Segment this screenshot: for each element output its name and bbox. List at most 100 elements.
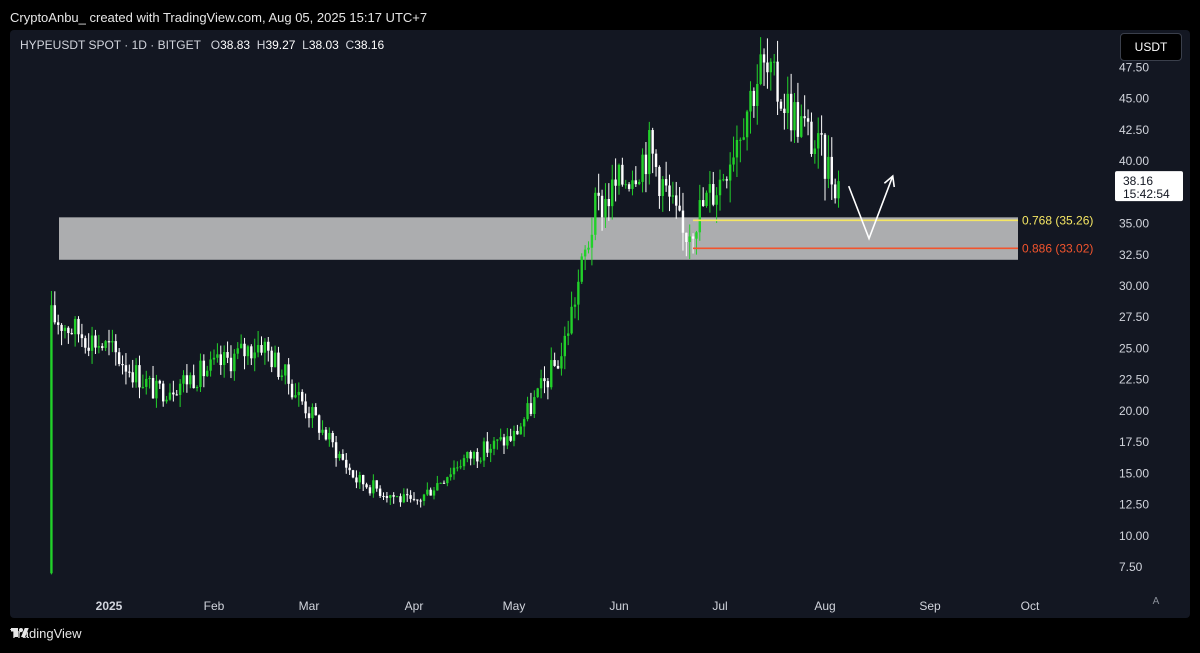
candle-body — [141, 386, 145, 388]
candle-body — [675, 195, 678, 206]
candle-body — [304, 401, 307, 414]
candle-body — [182, 375, 185, 384]
candle-body — [382, 495, 385, 497]
candle-body — [573, 304, 577, 307]
candle-body — [536, 388, 539, 398]
candle-body — [429, 489, 432, 496]
x-tick-label: Mar — [299, 599, 320, 613]
candle-body — [756, 84, 759, 106]
candle-body — [284, 364, 287, 376]
current-price-value: 38.16 — [1123, 174, 1153, 188]
candle-body — [766, 62, 769, 73]
candle-body — [117, 352, 121, 365]
candle-body — [311, 407, 314, 419]
candle-body — [331, 433, 334, 443]
candle-body — [833, 184, 837, 199]
candle-body — [53, 305, 57, 323]
candle-body — [297, 391, 301, 396]
candle-body — [446, 477, 449, 484]
candle-body — [456, 467, 459, 469]
candle-body — [452, 467, 456, 475]
x-tick-label: Jul — [712, 599, 727, 613]
candle-body — [101, 346, 104, 348]
candle-body — [250, 346, 253, 359]
candle-body — [749, 90, 752, 112]
candle-body — [419, 500, 422, 502]
candle-body — [466, 451, 469, 459]
candle-body — [732, 157, 735, 165]
candle-body — [192, 375, 195, 389]
candle-body — [742, 137, 745, 140]
candle-body — [56, 322, 60, 325]
candle-body — [375, 480, 378, 489]
y-tick-label: 40.00 — [1119, 154, 1149, 168]
candle-body — [783, 108, 786, 114]
candle-body — [604, 199, 607, 218]
x-tick-label: May — [503, 599, 526, 613]
candle-body — [436, 483, 439, 491]
candle-body — [614, 179, 617, 186]
candle-body — [661, 179, 664, 197]
y-tick-label: 17.50 — [1119, 435, 1149, 449]
candlestick-chart[interactable]: 7.50 10.00 12.50 15.00 17.50 20.00 22.50 25.00 2… — [10, 30, 1190, 618]
candle-body — [131, 372, 134, 383]
x-tick-label: Sep — [919, 599, 941, 613]
candle-body — [678, 205, 681, 211]
candle-body — [479, 460, 482, 462]
candle-body — [590, 234, 594, 248]
candle-body — [412, 498, 416, 500]
projection-path — [847, 175, 894, 241]
chart-panel[interactable]: HYPEUSDT SPOT · 1D · BITGET O38.83 H39.2… — [10, 30, 1190, 618]
auto-scale-button[interactable]: A — [1152, 596, 1160, 607]
candle-body — [708, 184, 712, 193]
candle-body — [577, 281, 580, 305]
candle-body — [87, 347, 90, 351]
candle-body — [111, 341, 114, 343]
candle-body — [600, 195, 604, 218]
currency-unit-button[interactable]: USDT — [1120, 33, 1182, 61]
candle-body — [522, 419, 526, 427]
candle-body — [691, 236, 695, 239]
candle-body — [664, 179, 668, 186]
y-tick-label: 7.50 — [1119, 560, 1143, 574]
y-tick-label: 20.00 — [1119, 404, 1149, 418]
symbol-name: HYPEUSDT SPOT · 1D · BITGET — [20, 38, 201, 52]
candle-body — [621, 164, 624, 185]
candle-body — [216, 354, 219, 358]
candle-body — [671, 195, 675, 197]
candle-body — [260, 345, 263, 353]
projection-arrowhead — [883, 174, 896, 188]
x-tick-label: Feb — [204, 599, 225, 613]
candle-body — [212, 357, 216, 360]
candle-body — [148, 378, 151, 380]
candle-body — [820, 133, 823, 135]
y-tick-label: 35.00 — [1119, 217, 1149, 231]
candle-body — [837, 181, 840, 199]
candle-body — [236, 348, 239, 354]
candle-body — [233, 353, 236, 372]
candle-body — [698, 200, 701, 233]
candle-body — [668, 185, 671, 197]
candle-body — [566, 333, 570, 336]
candle-body — [365, 484, 368, 488]
candle-body — [368, 487, 372, 494]
candle-body — [239, 343, 243, 349]
candle-body — [185, 375, 189, 385]
candle-body — [189, 375, 192, 385]
candle-body — [739, 139, 742, 141]
candle-body — [73, 318, 77, 335]
candle-body — [813, 148, 817, 154]
candle-body — [695, 232, 698, 239]
high-label: H — [256, 38, 266, 52]
candle-body — [587, 247, 590, 250]
candle-body — [556, 365, 560, 369]
candle-body — [502, 437, 506, 446]
candle-body — [63, 327, 67, 331]
candle-body — [529, 403, 533, 414]
current-price-box — [1115, 171, 1183, 202]
y-tick-label: 10.00 — [1119, 529, 1149, 543]
x-tick-label: Oct — [1021, 599, 1040, 613]
candle-body — [202, 360, 206, 377]
candle-body — [482, 441, 486, 461]
candle-body — [688, 236, 691, 242]
